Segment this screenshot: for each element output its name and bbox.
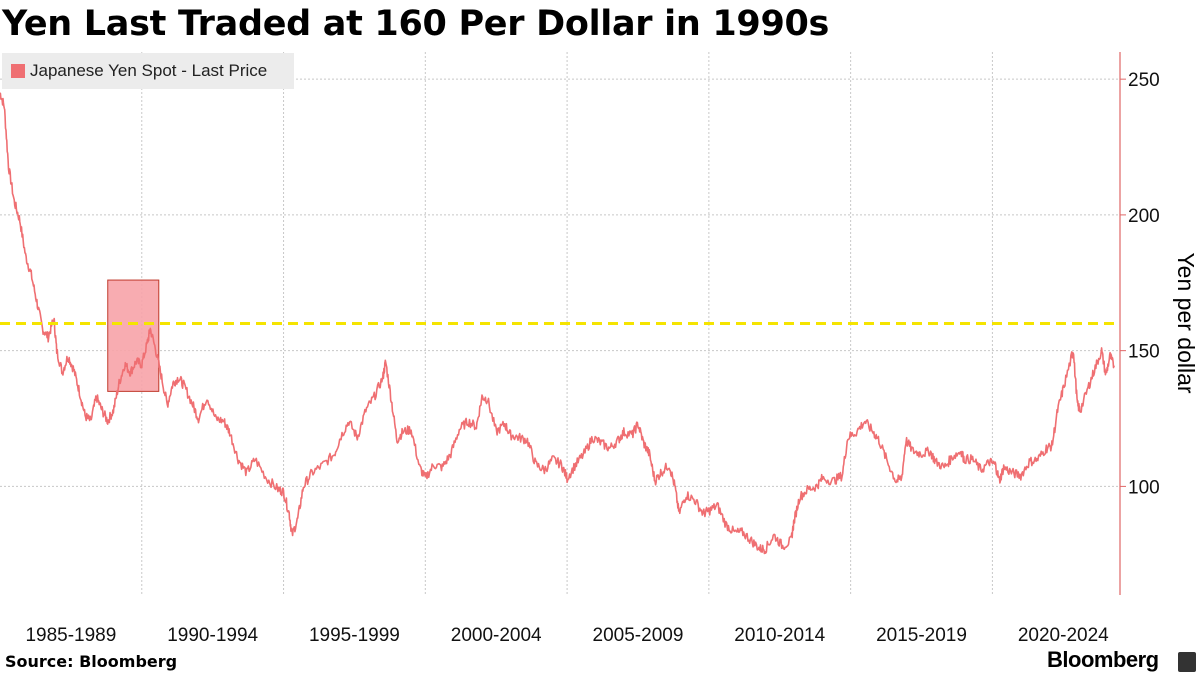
x-tick-label: 1990-1994 — [167, 625, 258, 646]
x-tick-labels: 1985-1989 1990-1994 1995-1999 2000-2004 2005… — [25, 625, 1109, 646]
y-tick-labels: 100 150 200 250 — [1120, 70, 1160, 498]
gridlines — [0, 52, 1120, 595]
x-tick-label: 2020-2024 — [1018, 625, 1109, 646]
x-tick-label: 2010-2014 — [734, 625, 825, 646]
x-tick-label: 1985-1989 — [25, 625, 116, 646]
series-line-japanese-yen-spot — [0, 92, 1115, 555]
x-tick-label: 2015-2019 — [876, 625, 967, 646]
legend: Japanese Yen Spot - Last Price — [2, 53, 294, 89]
y-tick-label: 250 — [1128, 70, 1160, 91]
y-tick-label: 100 — [1128, 477, 1160, 498]
terminal-icon — [1178, 652, 1196, 672]
x-tick-label: 2005-2009 — [593, 625, 684, 646]
y-axis-label: Yen per dollar — [1173, 252, 1199, 393]
x-tick-label: 2000-2004 — [451, 625, 542, 646]
y-tick-label: 150 — [1128, 342, 1160, 363]
source-note: Source: Bloomberg — [5, 652, 178, 671]
legend-label: Japanese Yen Spot - Last Price — [30, 61, 268, 80]
x-tick-label: 1995-1999 — [309, 625, 400, 646]
highlight-region — [107, 279, 160, 392]
legend-swatch — [11, 64, 25, 78]
chart-title: Yen Last Traded at 160 Per Dollar in 199… — [2, 4, 830, 44]
y-tick-label: 200 — [1128, 206, 1160, 227]
bloomberg-logo: Bloomberg — [1047, 647, 1159, 672]
series-line — [0, 92, 1115, 555]
